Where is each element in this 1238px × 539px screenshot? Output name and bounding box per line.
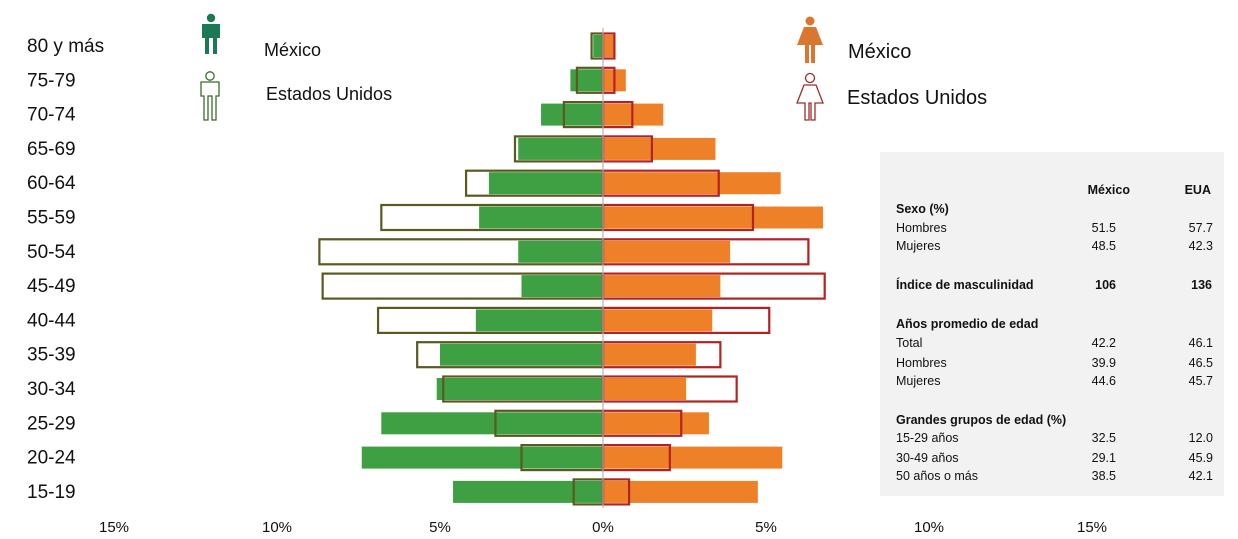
bar-female-mexico-11 <box>603 412 709 435</box>
age-label: 15-19 <box>27 482 76 503</box>
age-label: 70-74 <box>27 105 76 126</box>
age-label: 40-44 <box>27 310 76 331</box>
stats-indice-mexico: 106 <box>1095 278 1116 292</box>
stats-panel: México EUA Sexo (%) Hombres 51.5 57.7 Mu… <box>880 152 1224 496</box>
age-label: 25-29 <box>27 413 76 434</box>
bar-male-mexico-2 <box>541 103 603 126</box>
x-tick-label: 5% <box>755 519 777 536</box>
bar-male-mexico-1 <box>570 69 603 92</box>
x-tick-label: 15% <box>1077 519 1107 536</box>
legend-female-usa: Estados Unidos <box>847 87 987 109</box>
stats-grupos-3049-mexico: 29.1 <box>1091 451 1116 465</box>
stats-grupos-50-label: 50 años o más <box>896 469 978 483</box>
stats-sexo-hombres-label: Hombres <box>896 221 947 235</box>
bar-female-mexico-10 <box>603 378 687 400</box>
age-label: 20-24 <box>27 448 76 469</box>
stats-grupos-1529-mexico: 32.5 <box>1091 431 1116 445</box>
age-label: 45-49 <box>27 276 76 297</box>
stats-grupos-1529-eua: 12.0 <box>1188 431 1213 445</box>
bar-male-mexico-12 <box>361 446 603 469</box>
bar-male-mexico-3 <box>518 137 603 160</box>
bar-female-mexico-7 <box>603 275 721 298</box>
age-label: 80 y más <box>27 36 104 57</box>
bar-male-mexico-6 <box>518 240 603 263</box>
bar-female-mexico-6 <box>603 240 731 263</box>
x-tick-label: 15% <box>99 519 129 536</box>
stats-edad-hombres-label: Hombres <box>896 356 947 370</box>
female-outline-icon <box>796 72 824 121</box>
stats-edad-mujeres-mexico: 44.6 <box>1091 374 1116 388</box>
stats-edad-total-label: Total <box>896 336 923 350</box>
stats-grupos-1529-label: 15-29 años <box>896 431 959 445</box>
age-label: 30-34 <box>27 379 76 400</box>
stats-indice-eua: 136 <box>1191 278 1212 292</box>
bar-female-mexico-0 <box>603 35 615 57</box>
bar-male-mexico-0 <box>593 35 603 57</box>
x-tick-label: 10% <box>262 519 292 536</box>
age-label: 35-39 <box>27 345 76 366</box>
age-label: 50-54 <box>27 242 76 263</box>
age-label: 60-64 <box>27 173 76 194</box>
stats-grupos-title: Grandes grupos de edad (%) <box>896 413 1067 427</box>
legend-male-mexico: México <box>264 40 321 60</box>
stats-col-eua: EUA <box>1184 183 1211 197</box>
stats-grupos-50-eua: 42.1 <box>1188 469 1213 483</box>
x-tick-label: 10% <box>914 519 944 536</box>
bar-female-mexico-3 <box>603 137 716 160</box>
bar-female-mexico-9 <box>603 343 696 366</box>
bar-female-mexico-4 <box>603 172 781 195</box>
legend-male-usa: Estados Unidos <box>266 84 392 104</box>
male-filled-icon <box>202 13 220 54</box>
bar-male-mexico-8 <box>475 309 603 332</box>
stats-sexo-mujeres-eua: 42.3 <box>1188 239 1213 253</box>
x-tick-label: 0% <box>592 519 614 536</box>
x-tick-label: 5% <box>429 519 451 536</box>
stats-edad-hombres-mexico: 39.9 <box>1091 356 1116 370</box>
stats-grupos-3049-eua: 45.9 <box>1188 451 1213 465</box>
stats-sexo-title: Sexo (%) <box>896 202 949 216</box>
legend-female-mexico: México <box>848 41 911 63</box>
stats-grupos-3049-label: 30-49 años <box>896 451 959 465</box>
stats-edad-mujeres-eua: 45.7 <box>1188 374 1213 388</box>
stats-indice-label: Índice de masculinidad <box>896 278 1034 292</box>
stats-col-mexico: México <box>1087 183 1130 197</box>
stats-sexo-mujeres-mexico: 48.5 <box>1091 239 1116 253</box>
bar-female-mexico-5 <box>603 206 824 229</box>
bar-male-mexico-11 <box>381 412 603 435</box>
age-label: 75-79 <box>27 70 76 91</box>
bar-female-mexico-12 <box>603 446 783 469</box>
bar-male-mexico-13 <box>453 480 603 503</box>
bar-female-mexico-13 <box>603 480 758 503</box>
stats-edad-hombres-eua: 46.5 <box>1188 356 1213 370</box>
bar-male-mexico-10 <box>436 378 603 400</box>
stats-edad-title: Años promedio de edad <box>896 317 1039 331</box>
stats-sexo-hombres-mexico: 51.5 <box>1091 221 1116 235</box>
stats-grupos-50-mexico: 38.5 <box>1091 469 1116 483</box>
age-label: 55-59 <box>27 208 76 229</box>
age-label: 65-69 <box>27 139 76 160</box>
bar-female-mexico-8 <box>603 309 713 332</box>
bar-male-mexico-5 <box>479 206 603 229</box>
bar-male-mexico-7 <box>521 275 603 298</box>
female-filled-icon <box>797 16 823 63</box>
bar-male-mexico-4 <box>488 172 603 195</box>
male-outline-icon <box>200 71 220 121</box>
stats-edad-total-mexico: 42.2 <box>1091 336 1116 350</box>
stats-edad-mujeres-label: Mujeres <box>896 374 941 388</box>
stats-sexo-hombres-eua: 57.7 <box>1188 221 1213 235</box>
stats-edad-total-eua: 46.1 <box>1188 336 1213 350</box>
stats-sexo-mujeres-label: Mujeres <box>896 239 941 253</box>
bar-male-mexico-9 <box>440 343 603 366</box>
